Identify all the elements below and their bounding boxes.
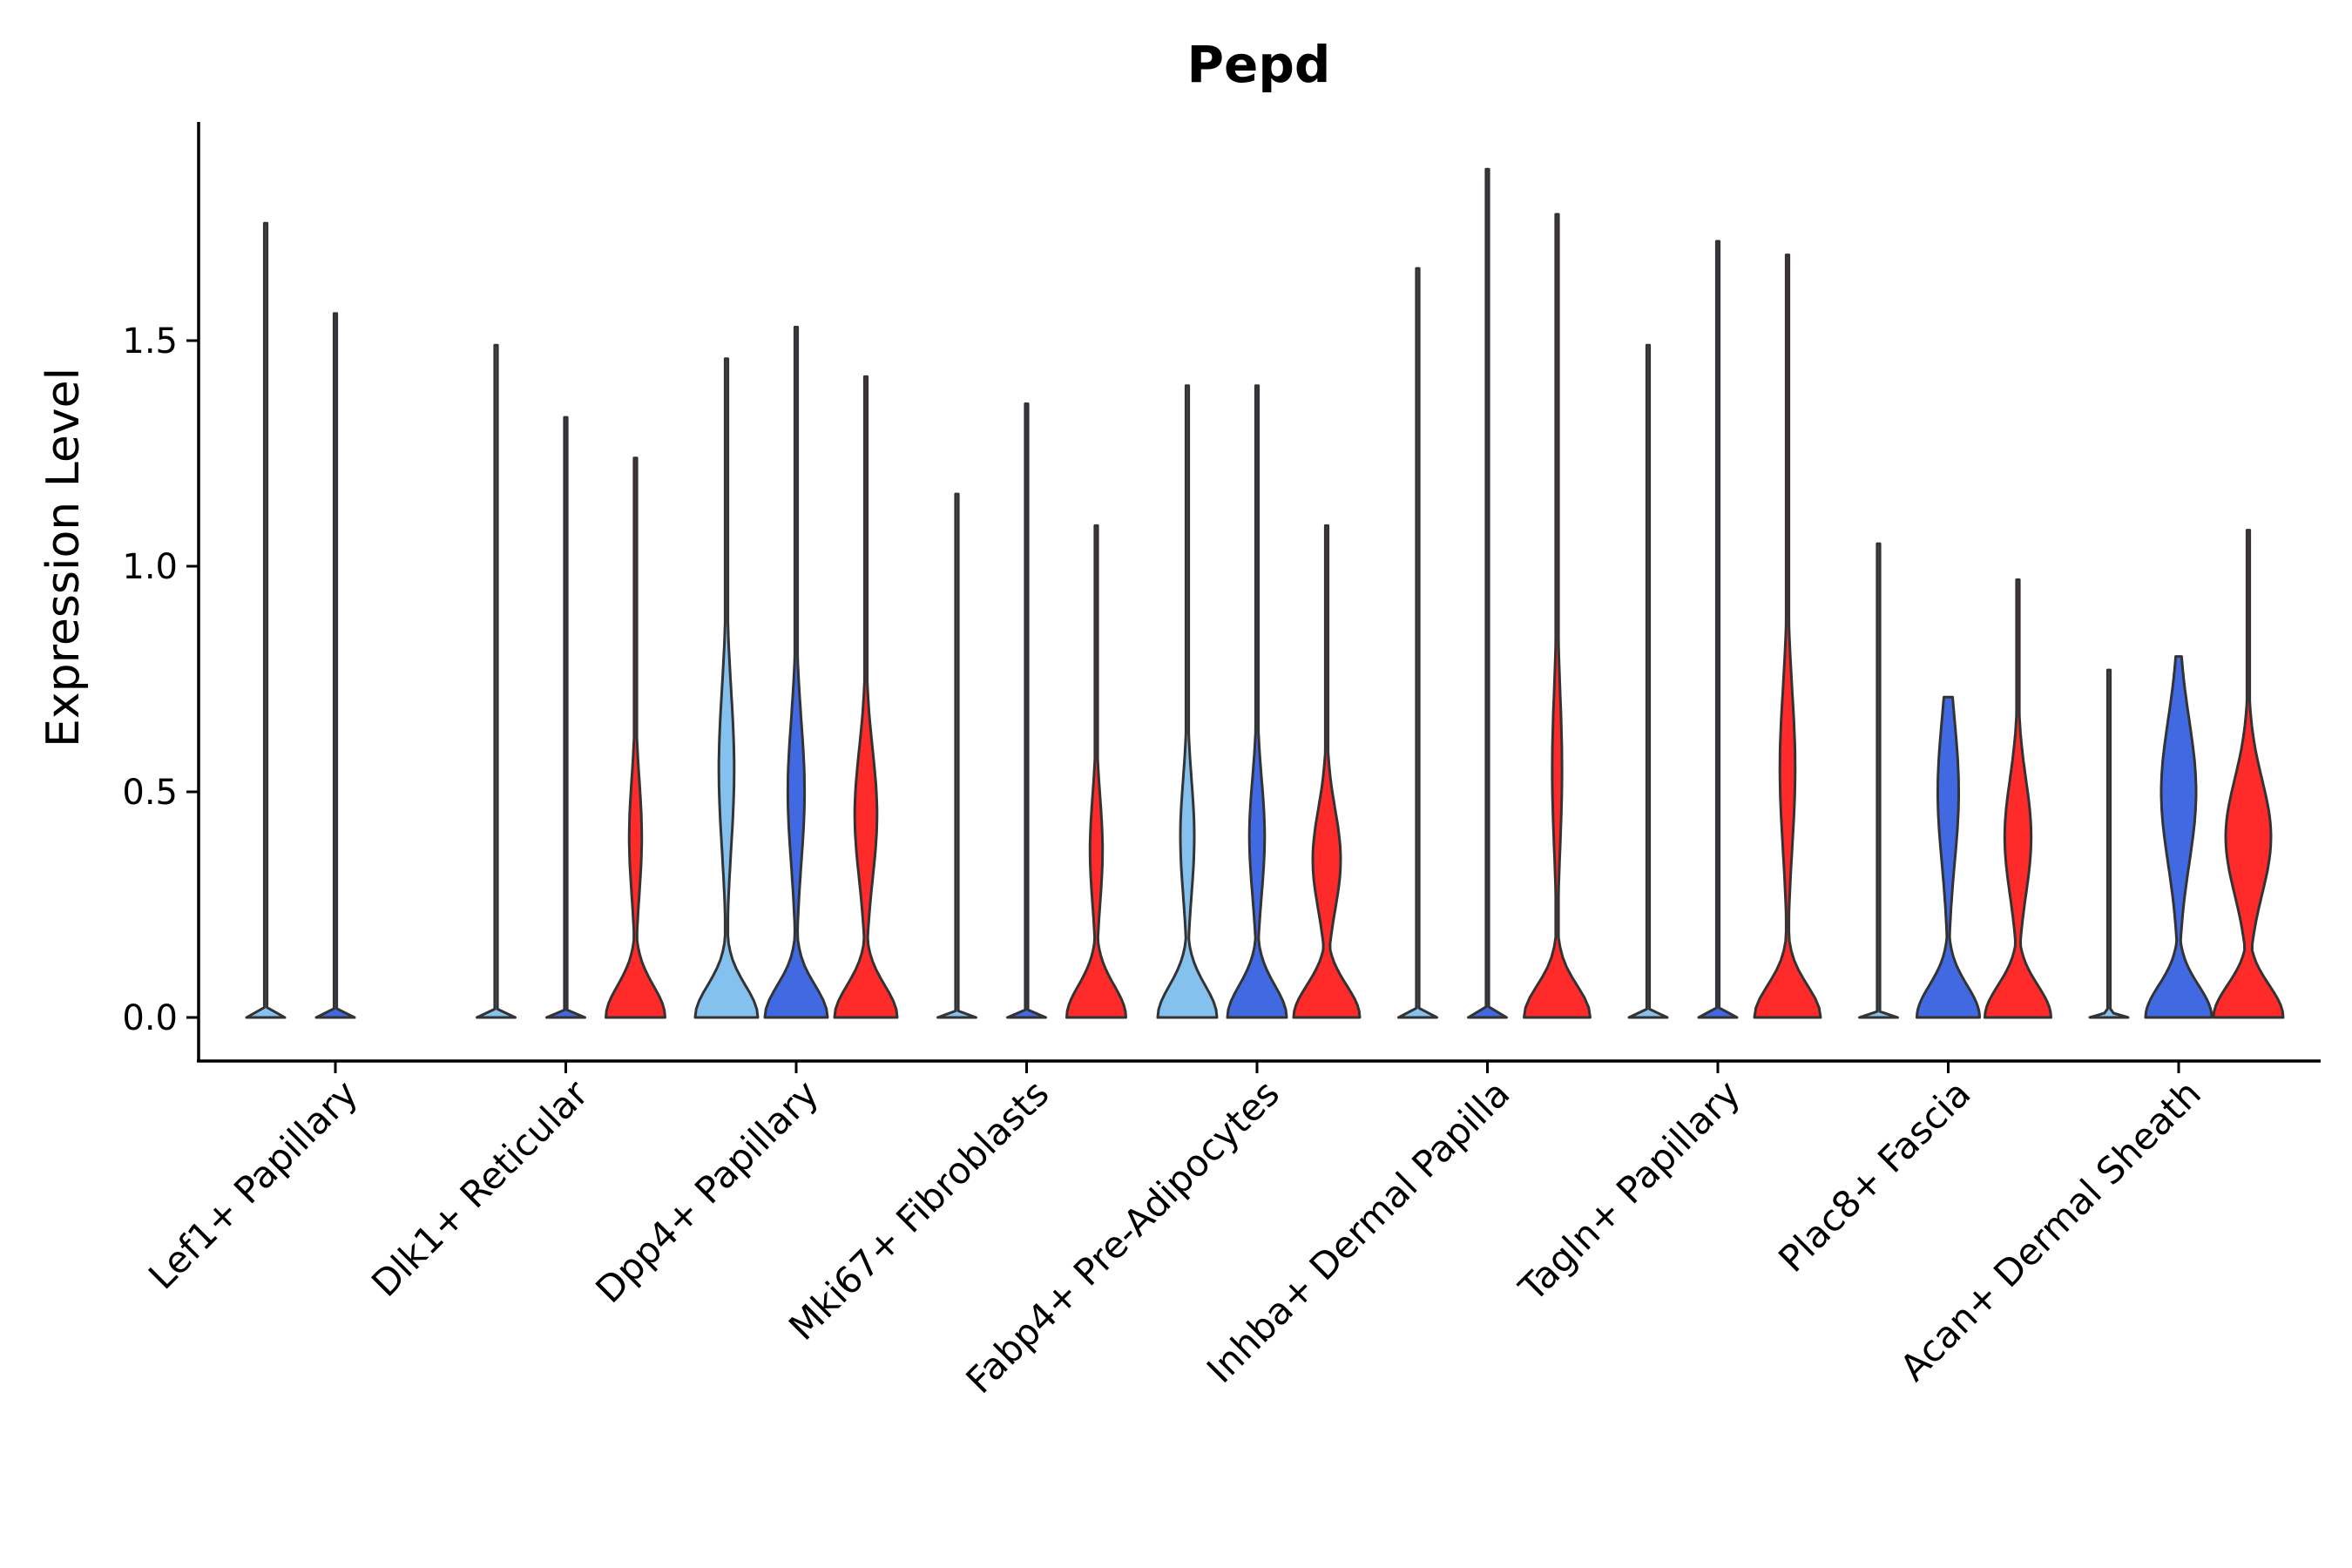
y-tick-label: 1.5 xyxy=(122,321,178,362)
violin-dlk1-reticular-group-2 xyxy=(605,456,666,1019)
violin-inhba-dermal-papilla-group-1 xyxy=(1467,167,1508,1019)
violin-mki67-fibroblasts-group-1 xyxy=(1006,402,1047,1019)
violin-group xyxy=(245,167,2285,1019)
violin-dlk1-reticular-group-1 xyxy=(545,416,586,1019)
violin-tagln-papillary-group-0 xyxy=(1627,343,1669,1019)
violin-inhba-dermal-papilla-group-0 xyxy=(1397,267,1438,1019)
chart-title: Pepd xyxy=(1187,35,1331,94)
violin-dpp4-papillary-group-1 xyxy=(763,326,829,1019)
y-axis-label: Expression Level xyxy=(37,368,90,747)
violin-plac8-fascia-group-1 xyxy=(1916,695,1981,1019)
violin-fabp4-pre-adipocytes-group-0 xyxy=(1156,384,1219,1019)
x-tick-label: Plac8+ Fascia xyxy=(1770,1071,1978,1280)
violin-acan-dermal-sheath-group-1 xyxy=(2144,655,2213,1019)
violin-plac8-fascia-group-0 xyxy=(1858,542,1899,1019)
violin-tagln-papillary-group-1 xyxy=(1697,240,1739,1019)
x-tick-label: Dpp4+ Papillary xyxy=(587,1071,827,1311)
x-tick-label: Mki67+ Fibroblasts xyxy=(781,1071,1057,1348)
violin-mki67-fibroblasts-group-2 xyxy=(1065,524,1127,1019)
violin-lef1-papillary-group-1 xyxy=(314,312,356,1019)
violin-dlk1-reticular-group-0 xyxy=(476,343,517,1019)
y-tick-label: 0.5 xyxy=(122,773,178,813)
y-ticks: 0.0 0.5 1.0 1.5 xyxy=(122,321,199,1038)
violin-acan-dermal-sheath-group-0 xyxy=(2088,668,2130,1019)
violin-dpp4-papillary-group-0 xyxy=(693,357,760,1019)
y-tick-label: 1.0 xyxy=(122,547,178,587)
violin-plac8-fascia-group-2 xyxy=(1984,578,2052,1019)
x-tick-label: Dlk1+ Reticular xyxy=(363,1071,597,1305)
violin-fabp4-pre-adipocytes-group-2 xyxy=(1292,524,1362,1019)
violin-fabp4-pre-adipocytes-group-1 xyxy=(1226,384,1288,1019)
violin-mki67-fibroblasts-group-0 xyxy=(936,492,977,1019)
axes xyxy=(197,122,2321,1063)
violin-lef1-papillary-group-0 xyxy=(245,221,287,1019)
x-tick-label: Lef1+ Papillary xyxy=(140,1071,366,1297)
violin-dpp4-papillary-group-2 xyxy=(833,375,899,1019)
violin-tagln-papillary-group-2 xyxy=(1753,253,1822,1019)
violin-acan-dermal-sheath-group-2 xyxy=(2212,529,2285,1019)
violin-inhba-dermal-papilla-group-2 xyxy=(1523,213,1592,1019)
x-tick-label: Tagln+ Papillary xyxy=(1511,1071,1748,1309)
y-tick-label: 0.0 xyxy=(122,998,178,1038)
